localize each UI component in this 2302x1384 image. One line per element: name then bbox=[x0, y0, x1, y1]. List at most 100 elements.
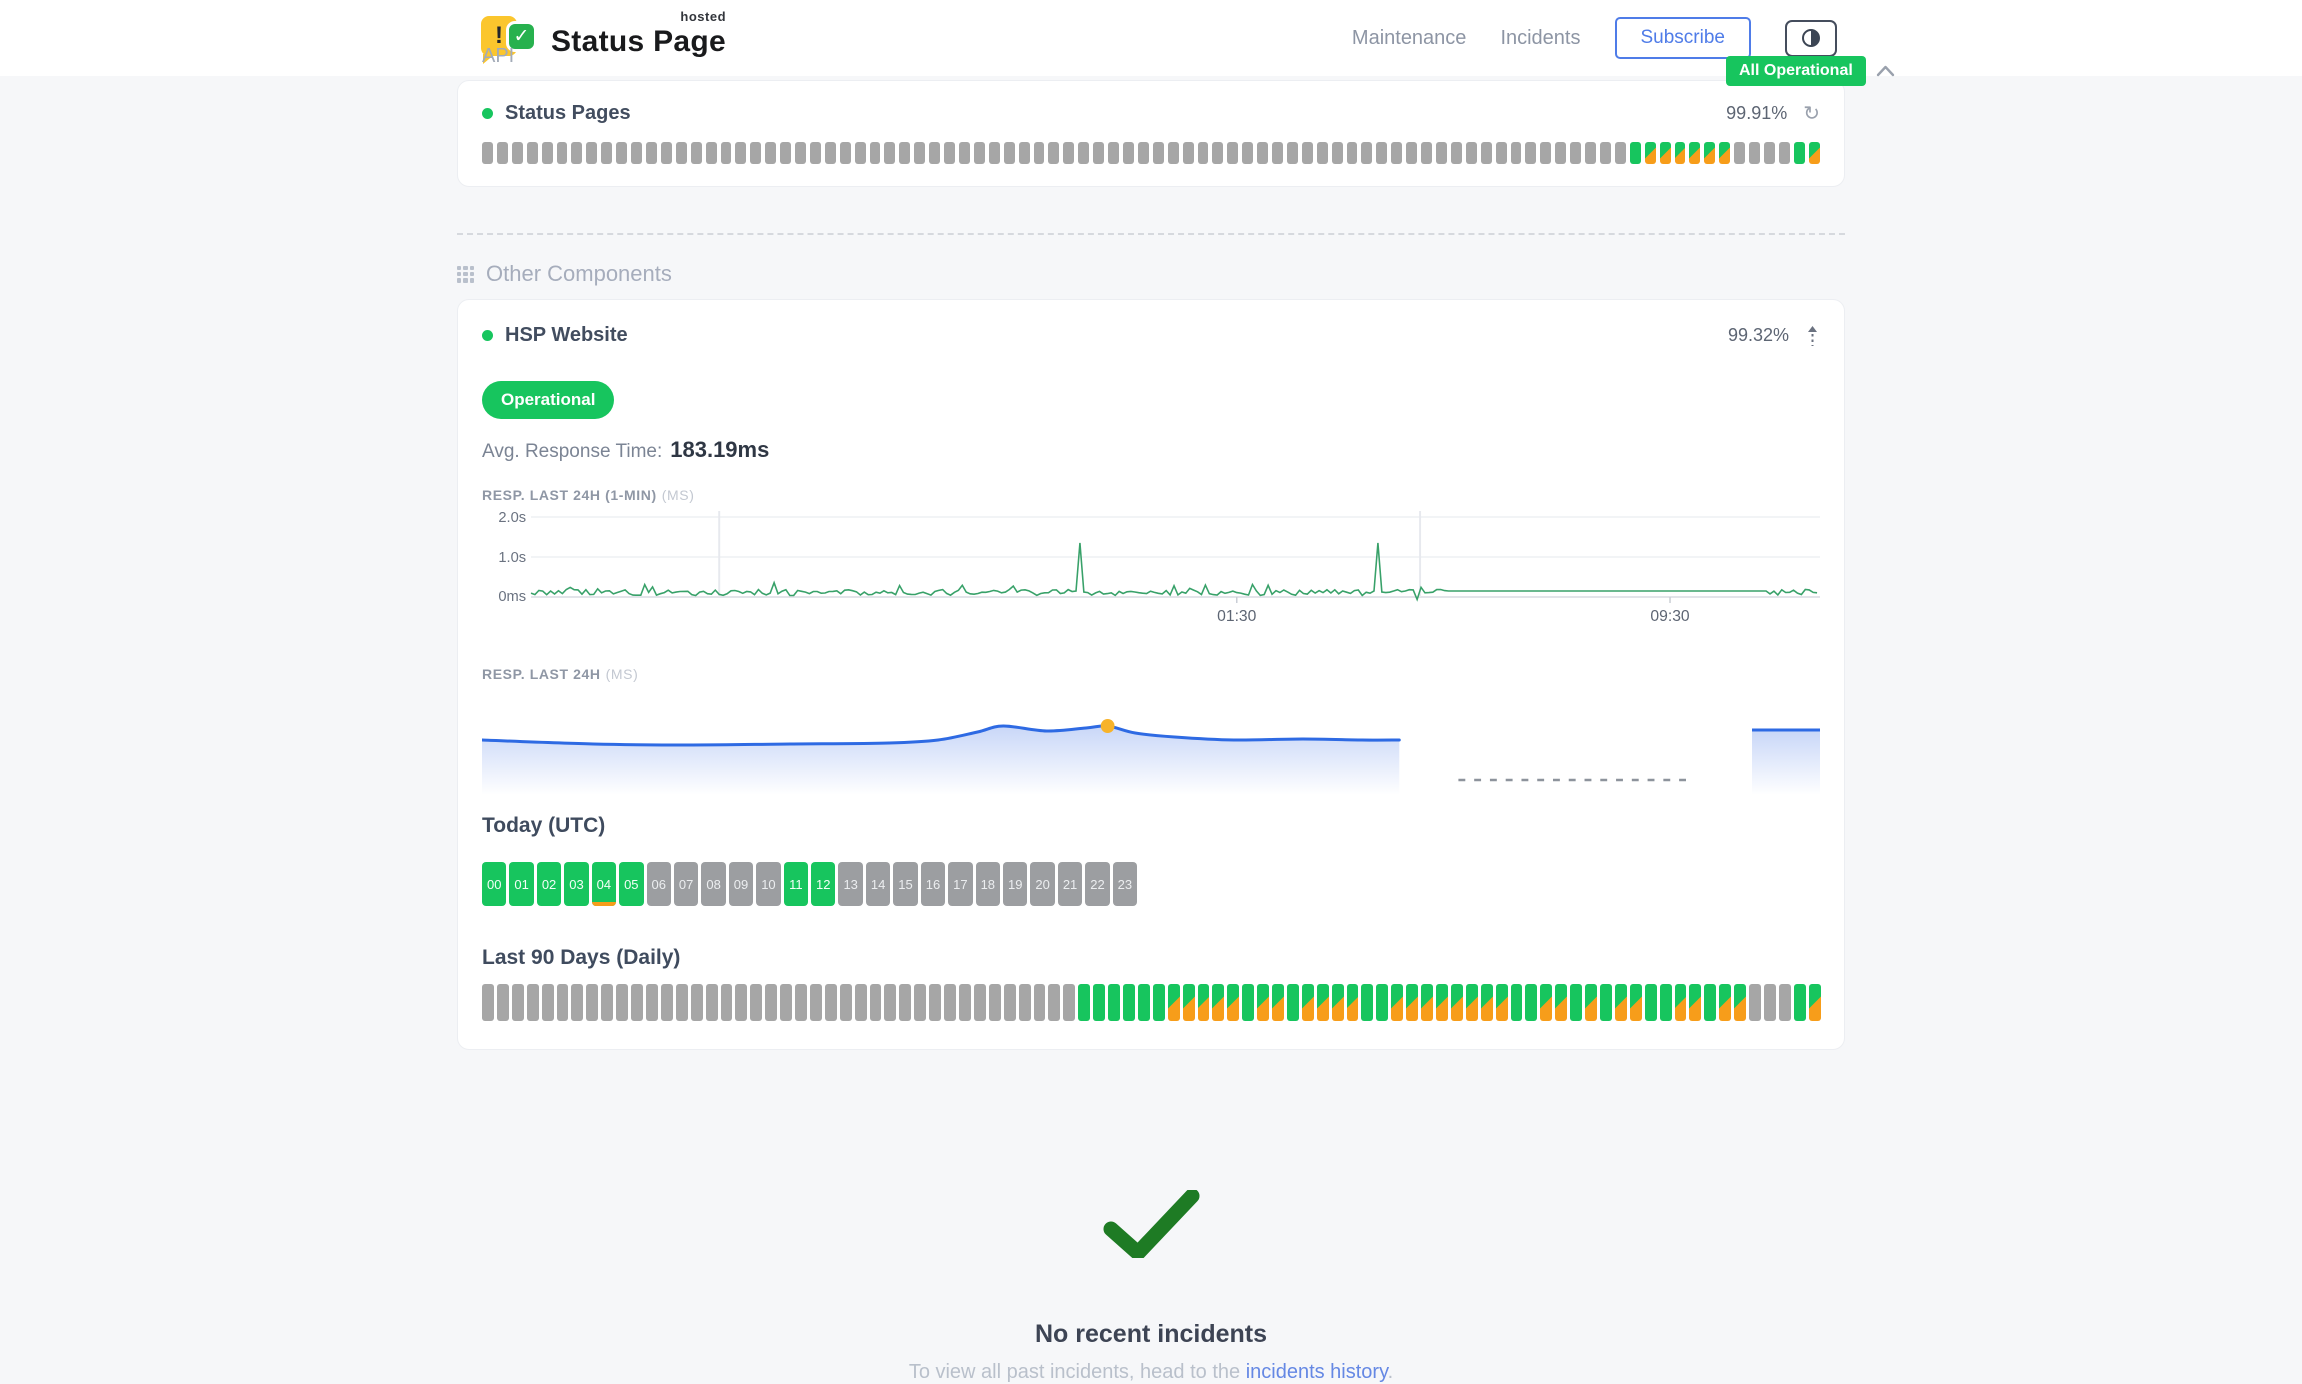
hour-block-00[interactable]: 00 bbox=[482, 862, 507, 906]
uptime-bar-partial[interactable] bbox=[1674, 984, 1687, 1021]
uptime-bar-none[interactable] bbox=[511, 142, 523, 164]
uptime-bar-up[interactable] bbox=[1108, 984, 1120, 1021]
hour-block-16[interactable]: 16 bbox=[920, 862, 946, 906]
uptime-bar-up[interactable] bbox=[1122, 984, 1135, 1021]
uptime-bar-none[interactable] bbox=[1614, 142, 1626, 164]
nav-incidents[interactable]: Incidents bbox=[1500, 26, 1581, 49]
hour-block-04[interactable]: 04 bbox=[591, 862, 617, 906]
uptime-bar-none[interactable] bbox=[1734, 142, 1746, 164]
uptime-bar-up[interactable] bbox=[1510, 984, 1523, 1021]
uptime-bar-none[interactable] bbox=[824, 142, 836, 164]
uptime-bar-none[interactable] bbox=[944, 984, 956, 1021]
uptime-bar-up[interactable] bbox=[1525, 984, 1538, 1021]
uptime-bar-none[interactable] bbox=[601, 142, 613, 164]
uptime-bar-none[interactable] bbox=[645, 142, 657, 164]
uptime-bar-none[interactable] bbox=[959, 984, 971, 1021]
uptime-bar-none[interactable] bbox=[929, 984, 942, 1021]
subscribe-button[interactable]: Subscribe bbox=[1614, 17, 1751, 59]
uptime-bar-partial[interactable] bbox=[1316, 984, 1329, 1021]
uptime-bar-none[interactable] bbox=[586, 984, 599, 1021]
uptime-bar-none[interactable] bbox=[541, 984, 554, 1021]
uptime-bar-none[interactable] bbox=[735, 142, 747, 164]
uptime-bar-partial[interactable] bbox=[1346, 984, 1359, 1021]
uptime-bar-up[interactable] bbox=[1078, 984, 1091, 1021]
uptime-bar-up[interactable] bbox=[1093, 984, 1106, 1021]
uptime-bar-none[interactable] bbox=[1108, 142, 1119, 164]
uptime-bar-none[interactable] bbox=[1078, 142, 1090, 164]
uptime-bar-none[interactable] bbox=[690, 984, 703, 1021]
uptime-bar-none[interactable] bbox=[1003, 142, 1015, 164]
uptime-bar-none[interactable] bbox=[988, 984, 1001, 1021]
hour-block-20[interactable]: 20 bbox=[1030, 862, 1055, 906]
uptime-bar-none[interactable] bbox=[809, 984, 822, 1021]
uptime-bar-none[interactable] bbox=[884, 984, 897, 1021]
uptime-bar-none[interactable] bbox=[556, 984, 569, 1021]
uptime-bar-none[interactable] bbox=[1212, 142, 1224, 164]
hour-block-17[interactable]: 17 bbox=[948, 862, 973, 906]
uptime-bar-none[interactable] bbox=[1122, 142, 1134, 164]
collapse-chevron-up-icon[interactable] bbox=[1876, 65, 1895, 77]
uptime-bar-partial[interactable] bbox=[1257, 984, 1270, 1021]
uptime-bar-none[interactable] bbox=[899, 142, 911, 164]
uptime-bar-partial[interactable] bbox=[1704, 142, 1716, 164]
uptime-bar-none[interactable] bbox=[631, 142, 642, 164]
uptime-bar-partial[interactable] bbox=[1629, 984, 1642, 1021]
uptime-bar-partial[interactable] bbox=[1555, 984, 1568, 1021]
uptime-bar-none[interactable] bbox=[690, 142, 702, 164]
uptime-bar-partial[interactable] bbox=[1480, 984, 1493, 1021]
uptime-bar-partial[interactable] bbox=[1808, 142, 1820, 164]
uptime-bar-none[interactable] bbox=[1063, 984, 1076, 1021]
uptime-bar-none[interactable] bbox=[914, 984, 927, 1021]
uptime-bar-none[interactable] bbox=[959, 142, 970, 164]
uptime-bar-none[interactable] bbox=[1480, 142, 1492, 164]
uptime-bar-none[interactable] bbox=[496, 984, 509, 1021]
uptime-bar-none[interactable] bbox=[720, 142, 732, 164]
uptime-bar-none[interactable] bbox=[809, 142, 821, 164]
hour-block-08[interactable]: 08 bbox=[701, 862, 726, 906]
uptime-bar-none[interactable] bbox=[1585, 142, 1596, 164]
hour-block-18[interactable]: 18 bbox=[975, 862, 1001, 906]
uptime-bar-partial[interactable] bbox=[1644, 142, 1656, 164]
uptime-bar-partial[interactable] bbox=[1719, 142, 1731, 164]
uptime-bar-none[interactable] bbox=[616, 984, 629, 1021]
uptime-bar-none[interactable] bbox=[1778, 984, 1791, 1021]
uptime-bar-none[interactable] bbox=[1286, 142, 1298, 164]
uptime-bar-none[interactable] bbox=[824, 984, 837, 1021]
hour-block-07[interactable]: 07 bbox=[673, 862, 699, 906]
uptime-bar-partial[interactable] bbox=[1540, 984, 1553, 1021]
uptime-bar-none[interactable] bbox=[1242, 142, 1254, 164]
component-hsp-website[interactable]: HSP Website bbox=[482, 324, 628, 347]
uptime-bar-none[interactable] bbox=[869, 142, 881, 164]
uptime-bar-none[interactable] bbox=[1346, 142, 1358, 164]
uptime-bar-none[interactable] bbox=[1272, 142, 1283, 164]
uptime-bar-partial[interactable] bbox=[1167, 984, 1180, 1021]
uptime-bar-none[interactable] bbox=[660, 984, 673, 1021]
uptime-bar-partial[interactable] bbox=[1331, 984, 1344, 1021]
hour-block-23[interactable]: 23 bbox=[1112, 862, 1138, 906]
uptime-bar-none[interactable] bbox=[884, 142, 896, 164]
uptime-bar-none[interactable] bbox=[1018, 142, 1030, 164]
uptime-bar-partial[interactable] bbox=[1212, 984, 1225, 1021]
uptime-bar-partial[interactable] bbox=[1495, 984, 1508, 1021]
uptime-bar-none[interactable] bbox=[1376, 142, 1388, 164]
uptime-bar-partial[interactable] bbox=[1227, 984, 1240, 1021]
uptime-bar-partial[interactable] bbox=[1614, 984, 1627, 1021]
uptime-bar-none[interactable] bbox=[1167, 142, 1179, 164]
uptime-bar-none[interactable] bbox=[660, 142, 672, 164]
uptime-bar-none[interactable] bbox=[1182, 142, 1194, 164]
uptime-bar-none[interactable] bbox=[839, 984, 852, 1021]
uptime-bar-partial[interactable] bbox=[1272, 984, 1284, 1021]
uptime-bar-none[interactable] bbox=[1227, 142, 1239, 164]
uptime-bar-up[interactable] bbox=[1793, 984, 1806, 1021]
hour-block-14[interactable]: 14 bbox=[865, 862, 891, 906]
uptime-bar-up[interactable] bbox=[1793, 142, 1805, 164]
uptime-bar-none[interactable] bbox=[973, 142, 985, 164]
uptime-bar-partial[interactable] bbox=[1808, 984, 1821, 1021]
uptime-bar-none[interactable] bbox=[675, 142, 687, 164]
uptime-bar-none[interactable] bbox=[526, 142, 538, 164]
uptime-bar-none[interactable] bbox=[482, 142, 493, 164]
uptime-bar-partial[interactable] bbox=[1436, 984, 1448, 1021]
uptime-bar-none[interactable] bbox=[1197, 142, 1209, 164]
uptime-bar-none[interactable] bbox=[735, 984, 748, 1021]
uptime-bar-none[interactable] bbox=[1391, 142, 1403, 164]
